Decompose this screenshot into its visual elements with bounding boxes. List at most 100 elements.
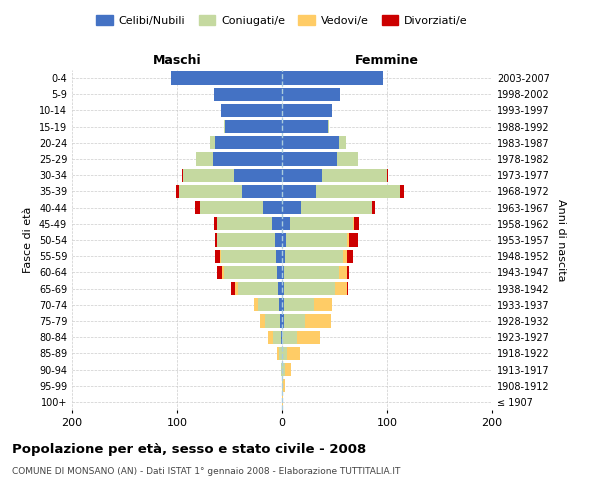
Bar [217,234,275,246]
Bar [242,185,282,198]
Bar [282,88,340,101]
Bar [347,282,348,295]
Text: Femmine: Femmine [355,54,419,66]
Bar [282,298,284,312]
Bar [353,217,355,230]
Bar [271,217,282,230]
Bar [282,120,328,134]
Bar [224,266,277,279]
Bar [387,168,388,182]
Bar [338,266,347,279]
Bar [290,217,353,230]
Bar [184,168,234,182]
Bar [281,330,282,344]
Y-axis label: Fasce di età: Fasce di età [23,207,33,273]
Bar [282,217,290,230]
Bar [287,346,300,360]
Bar [296,330,320,344]
Bar [195,201,200,214]
Bar [282,363,285,376]
Bar [338,136,346,149]
Bar [235,282,238,295]
Bar [282,168,322,182]
Text: Popolazione per età, sesso e stato civile - 2008: Popolazione per età, sesso e stato civil… [12,442,366,456]
Bar [301,201,372,214]
Bar [275,234,282,246]
Bar [215,234,217,246]
Bar [222,266,224,279]
Bar [254,298,258,312]
Bar [282,396,283,408]
Bar [263,201,282,214]
Bar [282,104,332,117]
Bar [347,266,349,279]
Bar [282,250,285,263]
Bar [282,282,284,295]
Bar [224,120,226,134]
Bar [282,152,337,166]
Bar [196,152,213,166]
Bar [277,266,282,279]
Bar [214,217,217,230]
Bar [282,234,286,246]
Bar [284,298,314,312]
Bar [282,201,301,214]
Y-axis label: Anni di nascita: Anni di nascita [556,198,566,281]
Bar [234,168,282,182]
Bar [200,201,263,214]
Legend: Celibi/Nubili, Coniugati/e, Vedovi/e, Divorziati/e: Celibi/Nubili, Coniugati/e, Vedovi/e, Di… [92,10,472,30]
Bar [282,185,316,198]
Bar [282,314,284,328]
Bar [209,136,215,149]
Bar [284,266,339,279]
Bar [176,185,179,198]
Bar [265,314,280,328]
Bar [217,266,222,279]
Bar [400,185,404,198]
Bar [328,120,329,134]
Bar [349,234,358,246]
Bar [282,379,283,392]
Bar [217,217,271,230]
Bar [214,88,282,101]
Bar [355,217,359,230]
Bar [282,72,383,85]
Bar [286,234,347,246]
Bar [335,282,347,295]
Bar [322,168,387,182]
Bar [215,250,220,263]
Bar [279,346,282,360]
Bar [281,363,282,376]
Bar [282,330,296,344]
Bar [283,379,285,392]
Bar [215,136,282,149]
Bar [284,314,305,328]
Bar [282,266,284,279]
Bar [238,282,278,295]
Bar [343,250,347,263]
Bar [337,152,358,166]
Bar [268,330,272,344]
Bar [316,185,400,198]
Bar [285,250,343,263]
Bar [182,168,184,182]
Bar [372,201,376,214]
Bar [279,298,282,312]
Bar [179,185,242,198]
Bar [221,104,282,117]
Bar [272,330,281,344]
Bar [220,250,221,263]
Bar [347,234,349,246]
Bar [305,314,331,328]
Text: COMUNE DI MONSANO (AN) - Dati ISTAT 1° gennaio 2008 - Elaborazione TUTTITALIA.IT: COMUNE DI MONSANO (AN) - Dati ISTAT 1° g… [12,468,400,476]
Bar [277,346,279,360]
Bar [285,363,292,376]
Bar [347,250,353,263]
Bar [282,346,287,360]
Text: Maschi: Maschi [152,54,202,66]
Bar [258,298,279,312]
Bar [221,250,276,263]
Bar [260,314,265,328]
Bar [276,250,282,263]
Bar [280,314,282,328]
